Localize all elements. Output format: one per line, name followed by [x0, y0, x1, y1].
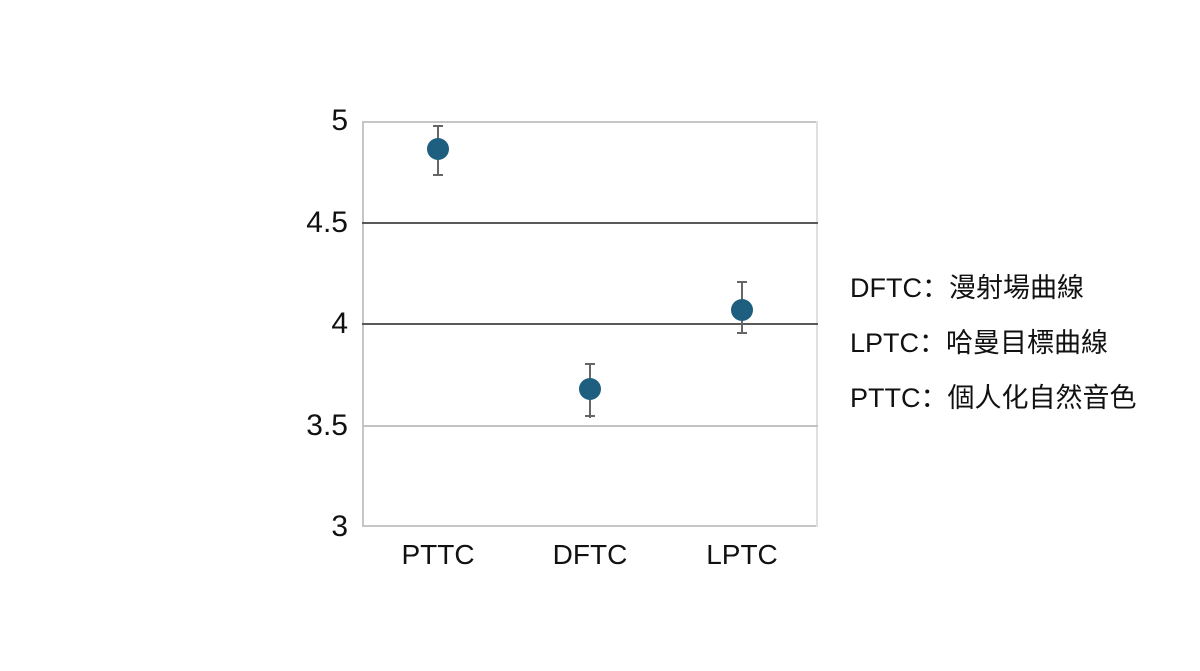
chart-plot-area [362, 121, 818, 527]
y-tick-label-3: 3 [331, 510, 348, 543]
y-tick-label-3.5: 3.5 [306, 409, 348, 442]
data-point-marker-pttc [427, 138, 449, 160]
legend-line-dftc: DFTC：漫射場曲線 [850, 273, 1084, 303]
x-category-label-dftc: DFTC [552, 539, 628, 570]
y-tick-label-4.5: 4.5 [306, 206, 348, 239]
data-point-marker-lptc [731, 299, 753, 321]
error-bar-cap-bottom-lptc [737, 332, 747, 334]
gridline-4 [362, 323, 818, 325]
gridline-3.5 [362, 425, 818, 427]
plot-border-top [362, 121, 818, 123]
data-point-marker-dftc [579, 378, 601, 400]
plot-border-bottom [362, 525, 818, 527]
error-bar-cap-bottom-pttc [433, 174, 443, 176]
error-bar-cap-top-dftc [585, 363, 595, 365]
error-bar-cap-bottom-dftc [585, 415, 595, 417]
y-tick-label-5: 5 [331, 104, 348, 137]
y-tick-label-4: 4 [331, 307, 348, 340]
chart-legend: DFTC：漫射場曲線 LPTC：哈曼目標曲線 PTTC：個人化自然音色 [850, 272, 1137, 437]
x-category-label-pttc: PTTC [401, 539, 475, 570]
gridline-4.5 [362, 222, 818, 224]
error-bar-cap-top-pttc [433, 125, 443, 127]
error-bar-cap-top-lptc [737, 281, 747, 283]
legend-line-pttc: PTTC：個人化自然音色 [850, 383, 1137, 413]
legend-line-lptc: LPTC：哈曼目標曲線 [850, 328, 1109, 358]
x-category-label-lptc: LPTC [706, 539, 778, 570]
